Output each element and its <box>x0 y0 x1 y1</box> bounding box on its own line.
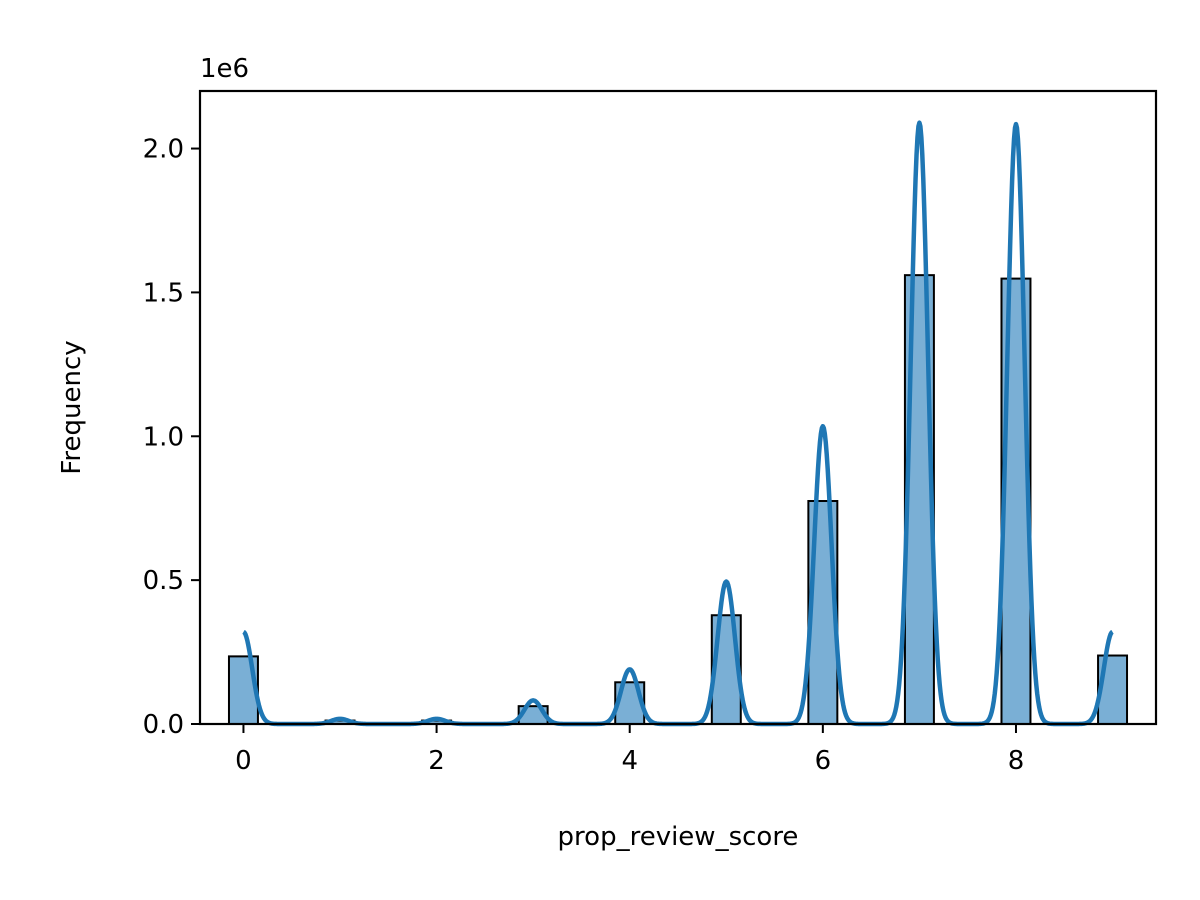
x-axis-ticks: 0 2 4 6 8 <box>235 724 1024 776</box>
y-tick-label-0: 0.0 <box>143 710 184 740</box>
x-tick-label-4: 4 <box>621 746 638 776</box>
x-tick-label-8: 8 <box>1008 746 1025 776</box>
y-offset-label: 1e6 <box>200 54 249 84</box>
y-tick-label-4: 2.0 <box>143 135 184 165</box>
y-tick-label-3: 1.5 <box>143 278 184 308</box>
x-tick-label-6: 6 <box>815 746 832 776</box>
y-tick-label-2: 1.0 <box>143 422 184 452</box>
plot-frame <box>198 89 1158 726</box>
y-tick-label-1: 0.5 <box>143 566 184 596</box>
y-axis-label: Frequency <box>57 340 87 474</box>
x-axis-label: prop_review_score <box>558 822 799 852</box>
x-tick-label-2: 2 <box>428 746 445 776</box>
x-tick-label-0: 0 <box>235 746 252 776</box>
y-axis-ticks: 0.0 0.5 1.0 1.5 2.0 <box>143 135 200 740</box>
